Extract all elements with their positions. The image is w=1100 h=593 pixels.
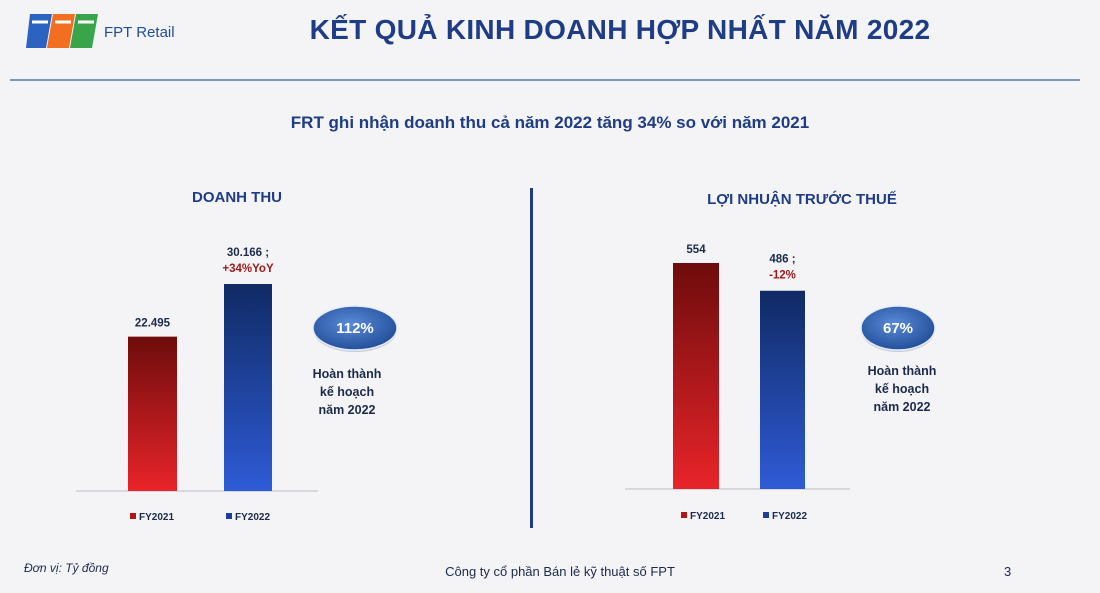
- revenue-chart: DOANH THU 22.495 30.166 ; +34%YoY FY2021 FY20…: [76, 189, 398, 523]
- legend-swatch-fy2021: [681, 512, 687, 518]
- chart-title: LỢI NHUẬN TRƯỚC THUẾ: [707, 190, 897, 208]
- legend-swatch-fy2022: [763, 512, 769, 518]
- completion-caption-line: Hoàn thành: [868, 364, 937, 378]
- bar-fy2021: [673, 263, 719, 489]
- unit-note: Đơn vị: Tỷ đồng: [24, 561, 109, 575]
- completion-caption-line: kế hoạch: [320, 385, 374, 399]
- value-label-fy2022: 30.166 ;: [227, 247, 269, 259]
- completion-caption-line: kế hoạch: [875, 382, 929, 396]
- company-name: Công ty cổ phần Bán lẻ kỹ thuật số FPT: [445, 564, 675, 579]
- completion-badge-text: 112%: [336, 320, 374, 337]
- legend-label-fy2021: FY2021: [690, 511, 725, 522]
- fpt-logo-icon: [26, 14, 98, 48]
- bar-fy2021: [128, 336, 177, 491]
- completion-badge: [860, 305, 936, 351]
- legend-swatch-fy2022: [226, 513, 232, 519]
- value-label-fy2021: 554: [686, 244, 706, 256]
- legend-label-fy2022: FY2022: [772, 511, 807, 522]
- completion-badge-text: 67%: [883, 320, 913, 337]
- panel-divider: [530, 188, 533, 528]
- change-label-fy2022: -12%: [769, 270, 796, 282]
- completion-caption-line: năm 2022: [874, 400, 931, 414]
- completion-caption-line: năm 2022: [319, 403, 376, 417]
- bar-fy2022: [224, 284, 272, 491]
- page-title: KẾT QUẢ KINH DOANH HỢP NHẤT NĂM 2022: [309, 14, 931, 45]
- page-subtitle: FRT ghi nhận doanh thu cả năm 2022 tăng …: [290, 113, 810, 132]
- legend-swatch-fy2021: [130, 513, 136, 519]
- completion-caption-line: Hoàn thành: [313, 367, 382, 381]
- header-divider: [10, 79, 1080, 81]
- page-number: 3: [1004, 564, 1012, 579]
- bar-fy2022: [760, 290, 805, 489]
- revenue-panel: DOANH THU 22.495 30.166 ; +34%YoY FY2021 FY20…: [0, 180, 530, 540]
- logo-text: FPT Retail: [104, 24, 175, 41]
- legend-label-fy2022: FY2022: [235, 512, 270, 523]
- profit-before-tax-chart: LỢI NHUẬN TRƯỚC THUẾ 554 486 ; -12% FY2021 FY…: [625, 190, 937, 522]
- completion-badge: [312, 305, 398, 351]
- profit-panel: LỢI NHUẬN TRƯỚC THUẾ 554 486 ; -12% FY2021 FY…: [535, 180, 1100, 540]
- change-label-fy2022: +34%YoY: [222, 263, 274, 275]
- fpt-retail-logo: FPT Retail: [26, 8, 176, 52]
- value-label-fy2022: 486 ;: [769, 254, 795, 266]
- value-label-fy2021: 22.495: [135, 318, 171, 330]
- legend-label-fy2021: FY2021: [139, 512, 174, 523]
- chart-title: DOANH THU: [192, 189, 282, 206]
